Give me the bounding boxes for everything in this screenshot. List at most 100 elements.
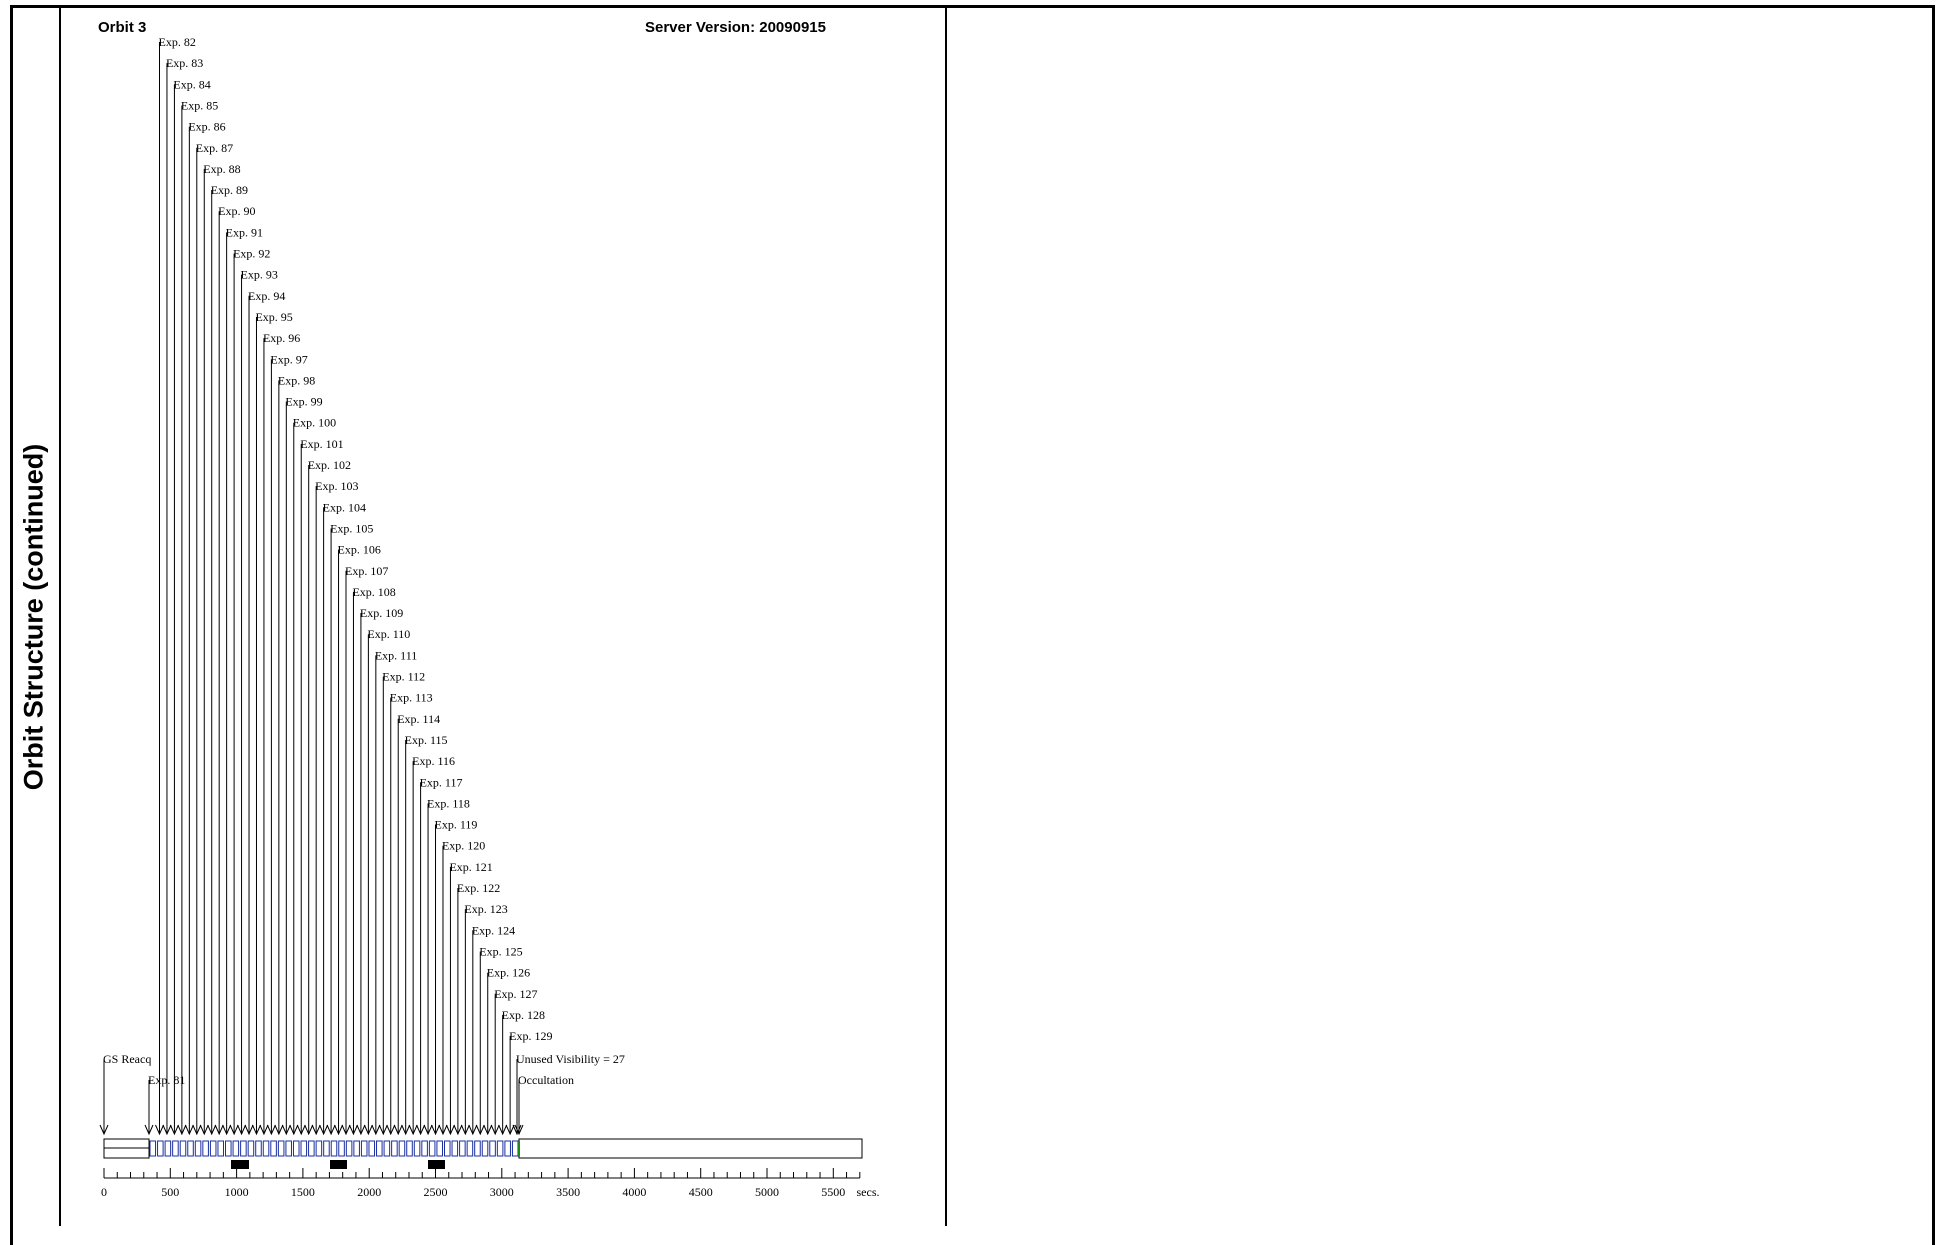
exposure-segment bbox=[421, 1140, 428, 1157]
block-marker bbox=[330, 1160, 347, 1169]
exposure-segment bbox=[330, 1140, 338, 1157]
exposure-marker-arrow bbox=[378, 1124, 388, 1136]
block-marker bbox=[231, 1160, 249, 1169]
axis-tick-label: 2000 bbox=[357, 1185, 381, 1199]
exposure-marker-first-arrow bbox=[144, 1124, 154, 1136]
axis-tick-label: 4500 bbox=[689, 1185, 713, 1199]
exposure-marker-label: Exp. 83 bbox=[166, 56, 203, 70]
exposure-segment bbox=[398, 1140, 406, 1157]
occultation-segment bbox=[518, 1138, 863, 1159]
exposure-marker-arrow bbox=[371, 1124, 381, 1136]
exposure-segment bbox=[300, 1140, 308, 1157]
exposure-marker-arrow bbox=[319, 1124, 329, 1136]
exposure-marker-label: Exp. 121 bbox=[449, 860, 492, 874]
exposure-marker-arrow bbox=[326, 1124, 336, 1136]
exposure-marker-arrow bbox=[162, 1124, 172, 1136]
exposure-segment bbox=[315, 1140, 323, 1157]
exposure-marker-arrow bbox=[296, 1124, 306, 1136]
exposure-marker-arrow bbox=[199, 1124, 209, 1136]
exposure-segment bbox=[466, 1140, 474, 1157]
exposure-segment bbox=[338, 1140, 345, 1157]
exposure-segment bbox=[292, 1140, 300, 1157]
exposure-segment bbox=[353, 1140, 360, 1157]
exposure-segment bbox=[436, 1140, 443, 1157]
exposure-segment bbox=[247, 1140, 255, 1157]
unused-visibility-marker-label: Unused Visibility = 27 bbox=[516, 1052, 625, 1066]
exposure-marker-arrow bbox=[237, 1124, 247, 1136]
exposure-marker-arrow bbox=[349, 1124, 358, 1136]
exposure-marker-arrow bbox=[460, 1124, 470, 1136]
exposure-marker-label: Exp. 122 bbox=[457, 881, 500, 895]
exposure-marker-arrow bbox=[475, 1124, 485, 1136]
exposure-segment bbox=[481, 1140, 489, 1157]
exposure-segment bbox=[240, 1140, 247, 1157]
exposure-marker-label: Exp. 112 bbox=[382, 670, 425, 684]
exposure-marker-label: Exp. 100 bbox=[293, 416, 336, 430]
exposure-marker-label: Exp. 118 bbox=[427, 796, 470, 810]
exposure-marker-label: Exp. 104 bbox=[323, 500, 366, 514]
exposure-segment bbox=[413, 1140, 421, 1157]
exposure-marker-label: Exp. 98 bbox=[278, 373, 315, 387]
exposure-marker-arrow bbox=[334, 1124, 343, 1136]
exposure-marker-label: Exp. 92 bbox=[233, 247, 270, 261]
exposure-marker-arrow bbox=[229, 1124, 239, 1136]
exposure-marker-label: Exp. 96 bbox=[263, 331, 300, 345]
exposure-marker-label: Exp. 102 bbox=[308, 458, 351, 472]
exposure-marker-arrow bbox=[222, 1124, 232, 1136]
exposure-marker-label: Exp. 111 bbox=[375, 648, 417, 662]
axis-tick-label: 5500 bbox=[821, 1185, 845, 1199]
exposure-marker-arrow bbox=[184, 1124, 194, 1136]
exposure-marker-arrow bbox=[386, 1124, 396, 1136]
exposure-marker-label: Exp. 89 bbox=[211, 183, 248, 197]
exposure-marker-arrow bbox=[408, 1124, 418, 1136]
axis-tick-label: 1000 bbox=[225, 1185, 249, 1199]
gs-reacq-marker-arrow bbox=[99, 1124, 109, 1136]
gs-reacq-marker-label: GS Reacq bbox=[103, 1052, 151, 1066]
exposure-marker-label: Exp. 91 bbox=[226, 225, 263, 239]
block-marker bbox=[428, 1160, 445, 1169]
exposure-segment bbox=[443, 1140, 451, 1157]
exposure-marker-label: Exp. 85 bbox=[181, 98, 218, 112]
exposure-marker-arrow bbox=[363, 1124, 373, 1136]
exposure-marker-label: Exp. 95 bbox=[255, 310, 292, 324]
axis-tick-label: 4000 bbox=[622, 1185, 646, 1199]
exposure-marker-label: Exp. 124 bbox=[472, 923, 515, 937]
exposure-segment bbox=[459, 1140, 466, 1157]
exposure-segment bbox=[383, 1140, 391, 1157]
exposure-marker-arrow bbox=[453, 1124, 463, 1136]
exposure-marker-arrow bbox=[259, 1124, 269, 1136]
axis-tick-label: 500 bbox=[161, 1185, 179, 1199]
exposure-segment bbox=[172, 1140, 179, 1157]
exposure-marker-arrow bbox=[311, 1124, 321, 1136]
exposure-marker-arrow bbox=[169, 1124, 179, 1136]
page-frame bbox=[10, 5, 1935, 1245]
exposure-marker-label: Exp. 84 bbox=[173, 77, 210, 91]
exposure-marker-label: Exp. 126 bbox=[487, 966, 530, 980]
exposure-marker-arrow bbox=[207, 1124, 217, 1136]
exposure-marker-label: Exp. 127 bbox=[494, 987, 537, 1001]
exposure-segment bbox=[504, 1140, 511, 1157]
axis-tick-label: 3500 bbox=[556, 1185, 580, 1199]
exposure-marker-arrow bbox=[490, 1124, 500, 1136]
exposure-marker-label: Exp. 115 bbox=[405, 733, 448, 747]
exposure-segment bbox=[391, 1140, 398, 1157]
time-axis: 0 500 1000 1500 2000 2500 3000 3500 4000 4500 5000… bbox=[101, 1168, 880, 1199]
exposure-segment bbox=[262, 1140, 270, 1157]
exposure-marker-arrow bbox=[393, 1124, 403, 1136]
exposure-marker-arrow bbox=[304, 1124, 314, 1136]
exposure-marker-label: Exp. 82 bbox=[159, 35, 196, 49]
exposure-marker-label: Exp. 125 bbox=[479, 944, 522, 958]
exposure-segment bbox=[376, 1140, 383, 1157]
exposure-segment bbox=[489, 1140, 496, 1157]
exposure-marker-arrow bbox=[289, 1124, 299, 1136]
axis-tick-label: 3000 bbox=[490, 1185, 514, 1199]
exposure-segment bbox=[345, 1140, 353, 1157]
exposure-marker-label: Exp. 129 bbox=[509, 1029, 552, 1043]
exposure-marker-label: Exp. 110 bbox=[367, 627, 410, 641]
exposure-marker-label: Exp. 116 bbox=[412, 754, 455, 768]
exposure-marker-arrow bbox=[431, 1124, 440, 1136]
exposure-segment bbox=[496, 1140, 504, 1157]
exposure-segment bbox=[270, 1140, 277, 1157]
exposure-marker-label: Exp. 99 bbox=[285, 395, 322, 409]
exposure-marker-label: Exp. 107 bbox=[345, 564, 388, 578]
